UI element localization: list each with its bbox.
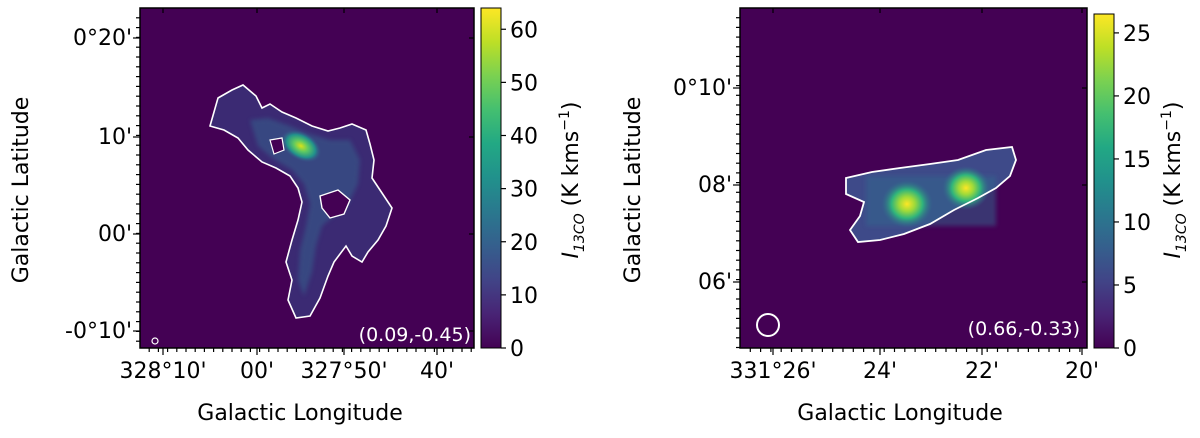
- left-x-tick-label: 00': [240, 359, 274, 384]
- left-colorbar: [480, 7, 502, 349]
- right-colorbar-label: I13CO (K kms−1): [1159, 102, 1190, 259]
- right-colorbar: [1093, 13, 1115, 349]
- colorbar-tick-label: 20: [510, 231, 538, 256]
- left-contour-hole-1: [319, 189, 351, 219]
- right-beam-marker: [756, 313, 780, 337]
- left-panel-annotation: (0.09,-0.45): [359, 324, 471, 346]
- colorbar-tick-label: 10: [510, 284, 538, 309]
- right-x-tick-label: 20': [1065, 359, 1099, 384]
- right-x-tick-label: 22': [965, 359, 999, 384]
- right-y-tick-label: 06': [698, 270, 732, 295]
- left-y-tick-label: -0°10': [65, 319, 132, 344]
- colorbar-tick-label: 60: [510, 18, 538, 43]
- left-cloud-inner: [250, 118, 360, 296]
- left-map-frame: [139, 7, 475, 349]
- right-colorbar-ticks: 0 5 10 15 20 25: [1114, 22, 1151, 362]
- right-y-tick-label: 08': [698, 173, 732, 198]
- right-x-axis-label: Galactic Longitude: [797, 401, 1002, 426]
- right-x-tick-label: 24': [863, 359, 897, 384]
- colorbar-tick-label: 15: [1123, 148, 1151, 173]
- left-y-tick-label: 0°20': [73, 26, 132, 51]
- left-colorbar-ticks: 0 10 20 30 40 50 60: [501, 18, 538, 362]
- left-y-axis-label: Galactic Latitude: [9, 97, 34, 284]
- colorbar-tick-label: 50: [510, 71, 538, 96]
- right-x-tick-label: 331°26': [729, 359, 816, 384]
- right-clump-1: [881, 180, 933, 228]
- right-y-axis-label: Galactic Latitude: [621, 97, 646, 284]
- left-panel: (0.09,-0.45) 0°20' 10' 00' -0°10' 328°10…: [9, 7, 588, 426]
- right-panel: (0.66,-0.33) 0°10' 08' 06' 331°26' 24' 2…: [621, 7, 1190, 426]
- left-axis-ticks: [133, 8, 474, 355]
- left-contour: [209, 84, 393, 319]
- left-colorbar-label: I13CO (K kms−1): [557, 102, 588, 259]
- left-peak-glow: [280, 129, 322, 163]
- left-x-tick-label: 328°10': [119, 359, 206, 384]
- left-y-tick-label: 10': [98, 125, 132, 150]
- right-y-tick-label: 0°10': [673, 76, 732, 101]
- left-y-tick-label: 00': [98, 222, 132, 247]
- colorbar-tick-label: 0: [510, 337, 524, 362]
- left-emission-region: [209, 84, 393, 319]
- colorbar-tick-label: 30: [510, 178, 538, 203]
- right-axis-ticks: [733, 8, 1087, 355]
- left-x-axis-label: Galactic Longitude: [197, 401, 402, 426]
- right-panel-annotation: (0.66,-0.33): [968, 318, 1080, 340]
- colorbar-tick-label: 5: [1123, 274, 1137, 299]
- colorbar-tick-label: 40: [510, 125, 538, 150]
- right-emission-region: [845, 146, 1017, 243]
- colorbar-tick-label: 0: [1123, 337, 1137, 362]
- right-contour: [845, 146, 1017, 243]
- left-beam-marker: [151, 337, 159, 345]
- left-x-tick-label: 40': [420, 359, 454, 384]
- right-map-frame: [739, 7, 1088, 349]
- colorbar-tick-label: 20: [1123, 85, 1151, 110]
- left-contour-hole-2: [269, 137, 285, 155]
- colorbar-tick-label: 10: [1123, 211, 1151, 236]
- left-x-tick-label: 327°50': [300, 359, 387, 384]
- colorbar-tick-label: 25: [1123, 22, 1151, 47]
